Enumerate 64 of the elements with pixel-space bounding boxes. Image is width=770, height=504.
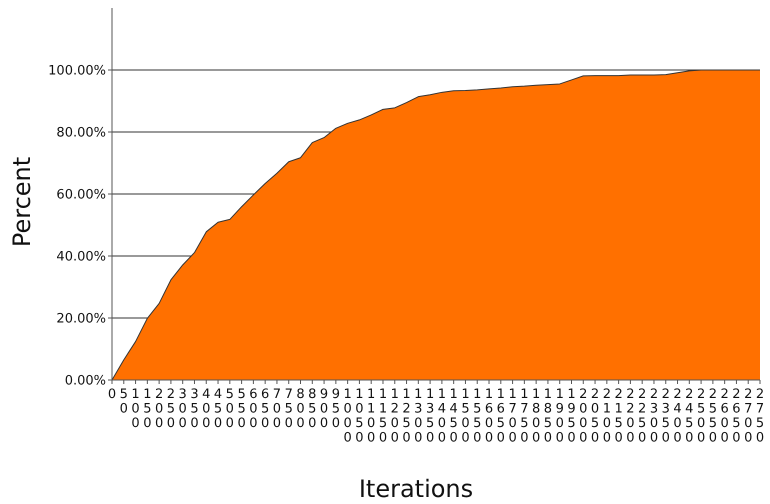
x-tick-label: 2450 (685, 387, 694, 446)
x-tick-label: 1750 (520, 387, 529, 446)
x-tick-label: 1150 (378, 387, 388, 446)
y-tick-label: 0.00% (64, 374, 106, 389)
x-tick-label: 100 (131, 387, 140, 431)
x-axis-title: Iterations (358, 475, 474, 503)
x-tick-label: 1250 (402, 387, 411, 446)
x-tick-label: 1350 (426, 387, 434, 446)
x-tick-label: 350 (190, 387, 199, 431)
y-tick-label: 20.00% (56, 312, 106, 327)
x-tick-label: 300 (178, 387, 187, 431)
x-tick-label: 1550 (473, 387, 482, 446)
x-tick-label: 2050 (590, 387, 600, 446)
x-tick-label: 650 (261, 387, 270, 431)
x-tick-label: 600 (249, 387, 258, 431)
x-tick-label: 1450 (450, 387, 458, 446)
x-tick-label: 550 (237, 387, 246, 431)
x-tick-label: 50 (120, 387, 128, 416)
x-tick-label: 200 (154, 387, 164, 431)
x-tick-label: 500 (226, 387, 234, 431)
x-tick-label: 850 (308, 387, 316, 431)
x-tick-label: 0 (108, 387, 116, 402)
x-tick-label: 1200 (390, 387, 399, 446)
x-tick-label: 950 (332, 387, 340, 431)
x-tick-label: 2750 (756, 387, 764, 446)
x-tick-label: 2500 (696, 387, 706, 446)
x-tick-label: 2200 (626, 387, 635, 446)
x-tick-label: 2600 (720, 387, 729, 446)
y-tick-label: 80.00% (56, 126, 106, 141)
x-tick-label: 1950 (567, 387, 576, 446)
y-tick-label: 100.00% (48, 64, 106, 79)
x-tick-label: 2550 (708, 387, 718, 446)
x-tick-label: 2300 (650, 387, 658, 446)
x-tick-label: 250 (166, 387, 176, 431)
x-tick-label: 2150 (614, 387, 623, 446)
x-tick-label: 1800 (532, 387, 540, 446)
y-tick-label: 40.00% (56, 250, 106, 265)
y-tick-label: 60.00% (56, 188, 106, 203)
x-tick-label: 2100 (602, 387, 611, 446)
x-tick-label: 1000 (343, 387, 352, 446)
x-tick-label: 1500 (461, 387, 470, 446)
x-tick-label: 1050 (355, 387, 364, 446)
x-tick-label: 1900 (556, 387, 564, 446)
x-tick-label: 700 (272, 387, 282, 431)
x-tick-label: 1300 (414, 387, 422, 446)
x-tick-label: 800 (296, 387, 305, 431)
x-tick-label: 2350 (662, 387, 670, 446)
x-tick-label: 1600 (484, 387, 494, 446)
x-tick-label: 1700 (508, 387, 517, 446)
x-tick-label: 2250 (638, 387, 646, 446)
y-axis-title: Percent (8, 156, 36, 248)
x-tick-label: 2700 (744, 387, 752, 446)
x-tick-label: 450 (214, 387, 222, 431)
x-tick-label: 2650 (732, 387, 741, 446)
x-tick-label: 150 (143, 387, 152, 431)
x-tick-label: 2400 (673, 387, 682, 446)
x-tick-label: 900 (320, 387, 328, 431)
x-tick-label: 1100 (367, 387, 376, 446)
x-tick-label: 1400 (438, 387, 446, 446)
x-tick-label: 400 (202, 387, 210, 431)
x-tick-label: 750 (284, 387, 293, 431)
x-tick-label: 1850 (544, 387, 552, 446)
x-tick-label: 1650 (496, 387, 505, 446)
x-tick-label: 2000 (579, 387, 588, 446)
